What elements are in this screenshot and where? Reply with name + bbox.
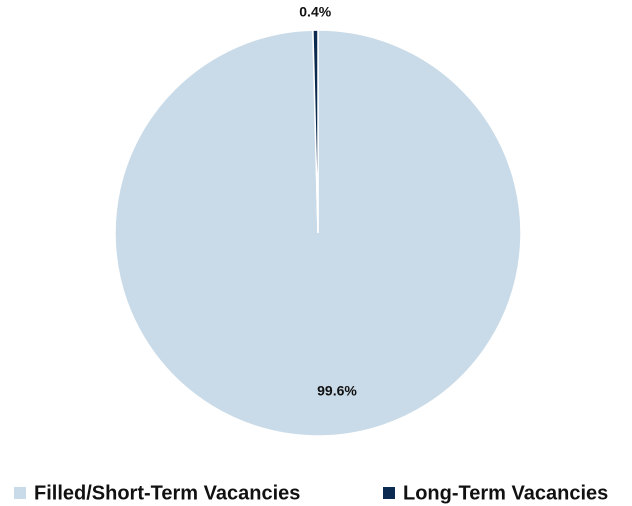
legend-swatch [383,487,395,499]
legend-label: Filled/Short-Term Vacancies [34,482,300,504]
pie-slice [312,29,319,234]
data-label: 0.4% [299,4,331,20]
legend-swatch [14,487,26,499]
legend-label: Long-Term Vacancies [403,482,608,504]
data-label: 99.6% [317,383,357,399]
